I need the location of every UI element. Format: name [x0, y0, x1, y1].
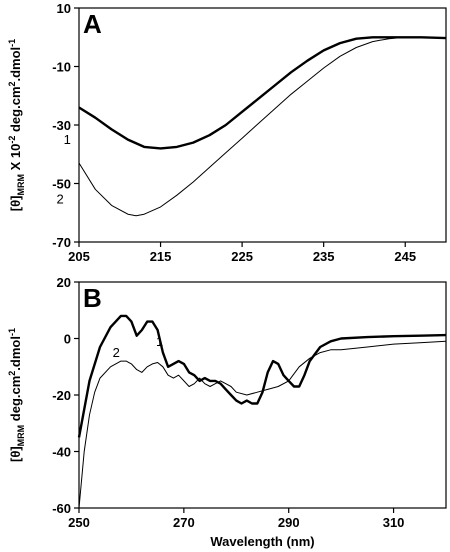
plot-frame [78, 7, 447, 243]
y-tick-label: -60 [52, 501, 71, 516]
x-tick-label: 245 [394, 249, 416, 264]
y-tick-label: 10 [57, 1, 71, 16]
y-tick-label: -50 [52, 177, 71, 192]
panel-letter: B [83, 283, 102, 313]
y-tick-label: -30 [52, 118, 71, 133]
series-label-2: 2 [113, 345, 120, 360]
series-label-2: 2 [56, 192, 63, 207]
panel-b: 250 270 290 310 20 0 -20 -40 -60 1 2 B [θ]MRM deg.cm… [7, 275, 447, 549]
y-tick-label: -70 [52, 235, 71, 250]
series-label-1: 1 [156, 334, 163, 349]
y-tick-label: -10 [52, 60, 71, 75]
panel-a: 205 215 225 235 245 10 -10 -30 -50 -70 1 2 A [θ]MRM X… [7, 1, 447, 264]
series-line-1 [77, 314, 447, 438]
series-line-1 [78, 36, 447, 150]
y-tick-label: -40 [52, 445, 71, 460]
x-tick-label: 270 [173, 515, 195, 530]
panel-letter: A [83, 9, 102, 39]
y-tick-label: -20 [52, 388, 71, 403]
series-label-1: 1 [64, 132, 71, 147]
y-axis-title: [θ]MRM X 10-2 deg.cm2.dmol-1 [7, 39, 26, 211]
series-line-2 [78, 36, 447, 217]
x-tick-label: 250 [68, 515, 90, 530]
x-tick-label: 225 [231, 249, 253, 264]
y-axis-title: [θ]MRM deg.cm2.dmol-1 [7, 328, 26, 462]
x-tick-label: 215 [150, 249, 172, 264]
y-tick-label: 20 [57, 275, 71, 290]
y-tick-label: 0 [64, 332, 71, 347]
x-tick-label: 235 [313, 249, 335, 264]
x-tick-label: 310 [383, 515, 405, 530]
x-tick-label: 290 [278, 515, 300, 530]
x-axis-title: Wavelength (nm) [210, 534, 314, 549]
series-line-2 [78, 340, 447, 509]
x-tick-label: 205 [68, 249, 90, 264]
